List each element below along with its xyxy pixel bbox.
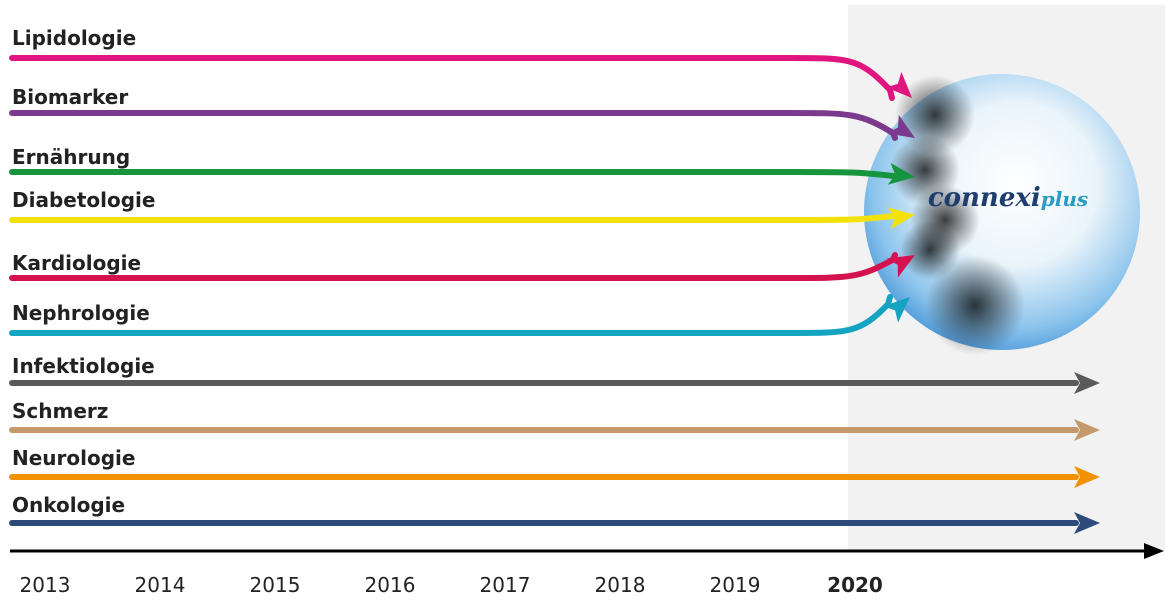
logo-suffix: plus <box>1041 187 1088 211</box>
track-arrow <box>12 113 895 138</box>
year-label: 2017 <box>480 573 531 597</box>
year-label: 2013 <box>20 573 71 597</box>
track-arrow <box>12 58 892 98</box>
track-label: Diabetologie <box>12 188 155 212</box>
diagram: connexiplus Lipidologie Biomarker Ernährun… <box>0 0 1165 602</box>
track-label: Kardiologie <box>12 251 141 275</box>
track-arrow <box>12 215 895 220</box>
track-label: Nephrologie <box>12 301 150 325</box>
logo-brand: connexi <box>928 183 1041 213</box>
track-arrow <box>12 172 895 177</box>
logo: connexiplus <box>928 183 1088 213</box>
track-label: Ernährung <box>12 145 130 169</box>
track-label: Biomarker <box>12 85 128 109</box>
track-label: Onkologie <box>12 493 125 517</box>
year-label: 2016 <box>365 573 416 597</box>
track-arrow <box>12 255 895 278</box>
year-label: 2020 <box>827 573 883 597</box>
track-label: Lipidologie <box>12 26 136 50</box>
track-label: Schmerz <box>12 399 108 423</box>
track-label: Infektiologie <box>12 354 155 378</box>
track-label: Neurologie <box>12 446 135 470</box>
year-label: 2014 <box>135 573 186 597</box>
years: 2013 2014 2015 2016 2017 2018 2019 2020 <box>20 573 883 597</box>
year-label: 2015 <box>250 573 301 597</box>
year-label: 2018 <box>595 573 646 597</box>
year-label: 2019 <box>710 573 761 597</box>
